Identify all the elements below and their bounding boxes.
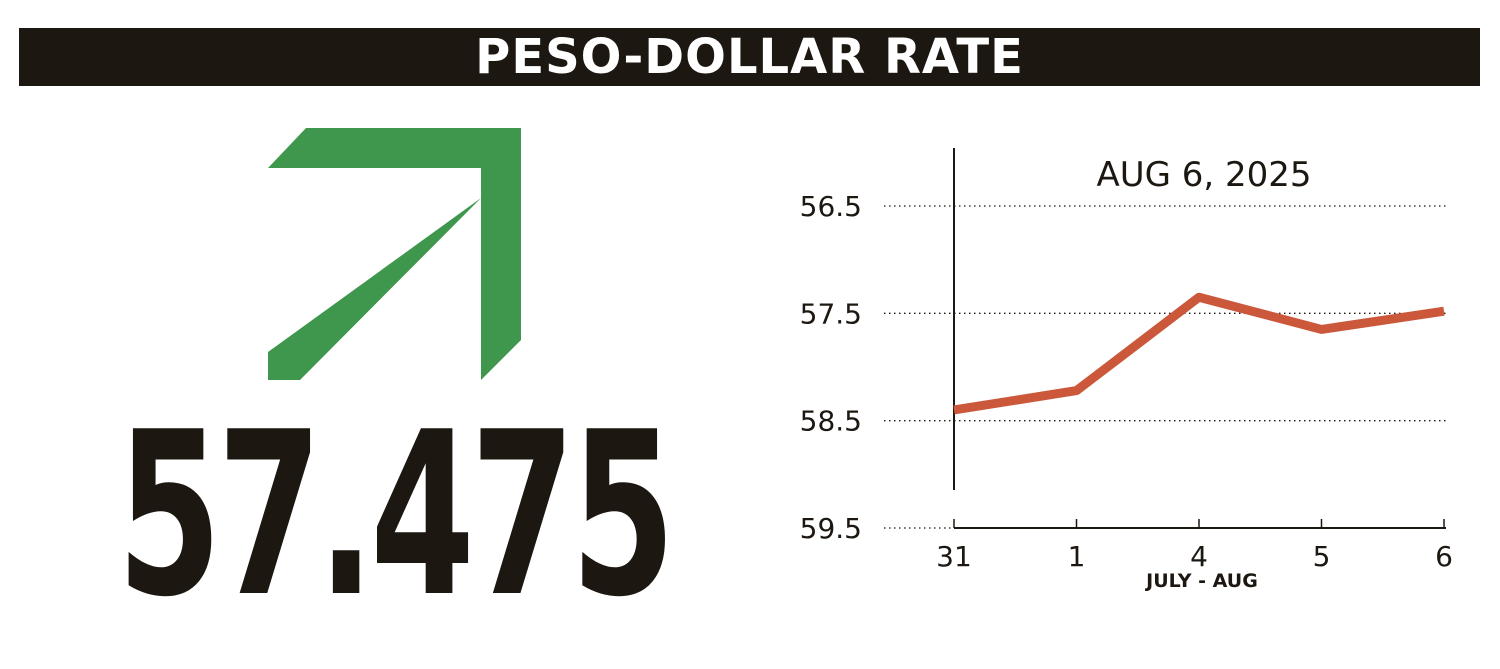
rate-line-chart: AUG 6, 2025 56.5 57.5 58.5 59.5 31 1 4 5 6 JULY… bbox=[800, 148, 1453, 592]
y-tick-label: 58.5 bbox=[800, 405, 862, 438]
y-tick-label: 57.5 bbox=[800, 297, 862, 330]
y-tick-labels: 56.5 57.5 58.5 59.5 bbox=[800, 190, 862, 545]
series-layer bbox=[953, 292, 1445, 415]
x-tick-label: 4 bbox=[1190, 540, 1208, 573]
arrow-shape bbox=[268, 128, 521, 380]
x-axis-label: JULY - AUG bbox=[1144, 570, 1258, 592]
x-tick-label: 31 bbox=[936, 540, 972, 573]
up-right-arrow-icon bbox=[268, 128, 521, 380]
page-title: PESO-DOLLAR RATE bbox=[475, 29, 1024, 85]
chart-title: AUG 6, 2025 bbox=[1096, 155, 1311, 195]
rate-value: 57.475 bbox=[117, 384, 675, 647]
y-tick-label: 59.5 bbox=[800, 512, 862, 545]
x-tick-labels: 31 1 4 5 6 bbox=[936, 519, 1453, 573]
y-tick-label: 56.5 bbox=[800, 190, 862, 223]
series-line bbox=[953, 292, 1445, 415]
title-bar: PESO-DOLLAR RATE bbox=[19, 28, 1480, 86]
x-tick-label: 1 bbox=[1068, 540, 1086, 573]
x-tick-label: 5 bbox=[1313, 540, 1331, 573]
x-tick-label: 6 bbox=[1435, 540, 1453, 573]
gridlines bbox=[884, 205, 1446, 529]
